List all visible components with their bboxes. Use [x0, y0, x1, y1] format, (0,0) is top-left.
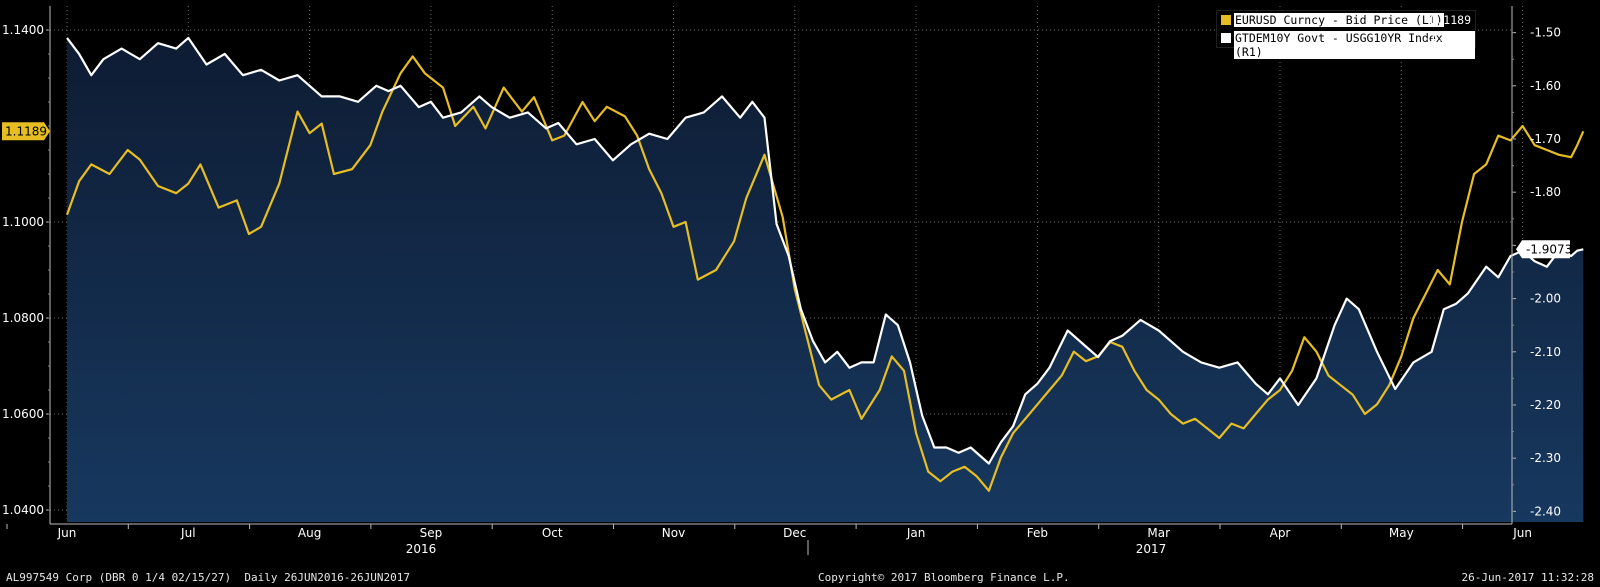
x-tick-label: Jul [180, 526, 195, 540]
left-tick-label: 1.1400 [2, 23, 44, 37]
left-tick-label: 1.0600 [2, 407, 44, 421]
series-line-eurusd [65, 55, 1585, 492]
x-tick-label: Aug [298, 526, 321, 540]
legend-label-eurusd: EURUSD Curncy - Bid Price (L1) [1234, 13, 1444, 27]
x-tick-label: Feb [1027, 526, 1048, 540]
legend-label-spread: GTDEM10Y Govt - USGG10YR Index (R1) [1234, 31, 1475, 59]
year-label-2016: 2016 [406, 542, 437, 556]
line-layer [65, 36, 1585, 492]
x-tick-label: May [1389, 526, 1414, 540]
area-layer [67, 37, 1584, 523]
year-label-2017: 2017 [1136, 542, 1167, 556]
last-value-right: -1.9073 [1526, 242, 1572, 256]
x-tick-label: Nov [662, 526, 685, 540]
x-tick-label: Dec [783, 526, 806, 540]
x-tick-label: Mar [1147, 526, 1170, 540]
x-tick-label: Apr [1270, 526, 1291, 540]
legend: EURUSD Curncy - Bid Price (L1) 1.1189 GT… [1216, 10, 1476, 59]
left-tick-label: 1.0400 [2, 503, 44, 517]
legend-item-eurusd[interactable]: EURUSD Curncy - Bid Price (L1) 1.1189 [1217, 13, 1475, 29]
x-tick-label: Jun [1512, 526, 1532, 540]
right-tick-label: -2.20 [1530, 398, 1561, 412]
footer-copyright: Copyright© 2017 Bloomberg Finance L.P. [818, 571, 1070, 584]
legend-value-spread: -1.9073 [1422, 31, 1471, 45]
footer-timestamp: 26-Jun-2017 11:32:28 [1461, 571, 1594, 584]
right-tick-label: -2.00 [1530, 292, 1561, 306]
last-value-tag-right [1516, 240, 1570, 259]
footer-security-info: AL997549 Corp (DBR 0 1/4 02/15/27) Daily… [6, 571, 410, 584]
right-tick-label: -2.30 [1530, 451, 1561, 465]
last-value-tag-left [2, 122, 50, 141]
legend-item-spread[interactable]: GTDEM10Y Govt - USGG10YR Index (R1) -1.9… [1217, 31, 1475, 59]
axis-layer: 1.1400 1.1000 1.0800 1.0600 1.0400 -1.50 -1.60… [2, 6, 1572, 556]
right-tick-label: -1.60 [1530, 79, 1561, 93]
last-value-left: 1.1189 [5, 124, 47, 138]
x-tick-label: Jan [906, 526, 926, 540]
right-tick-label: -1.80 [1530, 185, 1561, 199]
series-area-spread [67, 37, 1584, 523]
left-tick-label: 1.0800 [2, 311, 44, 325]
x-tick-label: Sep [420, 526, 443, 540]
right-tick-label: -2.40 [1530, 504, 1561, 518]
series-line-spread [66, 36, 1584, 465]
right-tick-label: -1.50 [1530, 26, 1561, 40]
x-tick-label: Jun [57, 526, 77, 540]
legend-swatch-eurusd [1221, 15, 1231, 25]
x-tick-label: Oct [542, 526, 563, 540]
right-tick-label: -2.10 [1530, 345, 1561, 359]
legend-swatch-spread [1221, 33, 1231, 43]
left-tick-label: 1.1000 [2, 215, 44, 229]
legend-value-eurusd: 1.1189 [1429, 13, 1471, 27]
right-tick-label: -1.70 [1530, 132, 1561, 146]
